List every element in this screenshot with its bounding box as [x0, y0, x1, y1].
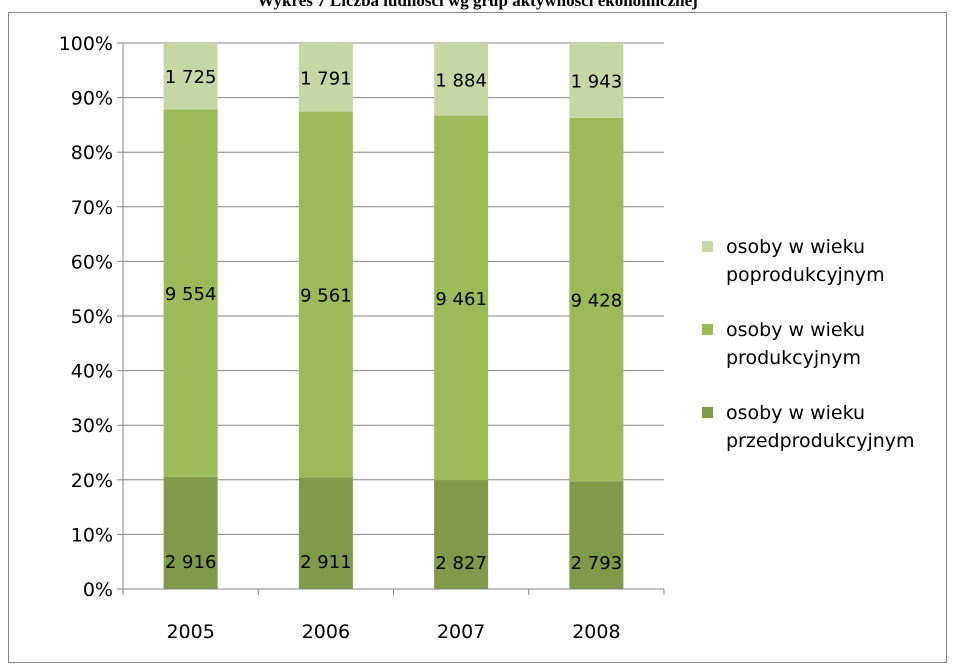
legend-swatch [702, 324, 713, 335]
y-tick-label: 30% [71, 415, 113, 437]
x-tick-label: 2008 [572, 621, 620, 643]
bar-segment [434, 480, 489, 589]
legend-swatch [702, 241, 713, 252]
bar-segment [298, 43, 353, 112]
bar-segment [569, 43, 624, 118]
y-tick-label: 0% [83, 579, 113, 601]
legend-label: osoby w wieku [726, 402, 865, 424]
chart-title: Wykres 7 Liczba ludności wg grup aktywno… [257, 0, 698, 10]
y-tick-label: 20% [71, 470, 113, 492]
data-label: 1 725 [165, 67, 217, 88]
stacked-bar-chart: 0% 10% 20% 30% 40% 50% 60% 70% 80% 90% 100% 2 916 9 … [59, 33, 915, 643]
data-label: 9 554 [165, 284, 217, 305]
data-label: 1 791 [300, 68, 352, 89]
bar-segment [298, 111, 353, 478]
y-tick-label: 100% [59, 33, 113, 55]
bar-segment [298, 477, 353, 589]
bar-segment [163, 476, 218, 589]
x-tick-label: 2007 [437, 621, 485, 643]
legend-swatch [702, 407, 713, 418]
x-tick-label: 2006 [302, 621, 350, 643]
data-label: 1 943 [571, 71, 623, 92]
y-tick-label: 40% [71, 361, 113, 383]
y-tick-label: 60% [71, 251, 113, 273]
bar-segment [434, 43, 489, 116]
y-tick-label: 80% [71, 142, 113, 164]
data-label: 1 884 [435, 70, 487, 91]
data-label: 2 916 [165, 552, 217, 573]
data-label: 9 561 [300, 286, 352, 307]
y-tick-label: 10% [71, 524, 113, 546]
data-label: 2 793 [571, 553, 623, 574]
data-label: 9 461 [435, 289, 487, 310]
legend-label: osoby w wieku [726, 236, 865, 258]
x-tick-label: 2005 [166, 621, 214, 643]
bar-segment [569, 481, 624, 589]
chart-frame: 0% 10% 20% 30% 40% 50% 60% 70% 80% 90% 100% 2 916 9 … [8, 12, 947, 663]
legend-label: produkcyjnym [726, 347, 861, 369]
legend-label: osoby w wieku [726, 319, 865, 341]
legend-label: poprodukcyjnym [726, 264, 885, 286]
y-tick-label: 90% [71, 88, 113, 110]
y-tick-label: 50% [71, 306, 113, 328]
bar-segment [163, 109, 218, 477]
data-label: 2 911 [300, 552, 352, 573]
bar-segment [434, 115, 489, 481]
bar-segment [163, 43, 218, 110]
bar-segment [569, 117, 624, 482]
data-label: 2 827 [435, 553, 487, 574]
y-tick-label: 70% [71, 197, 113, 219]
legend-label: przedprodukcyjnym [726, 430, 915, 452]
data-label: 9 428 [571, 291, 623, 312]
